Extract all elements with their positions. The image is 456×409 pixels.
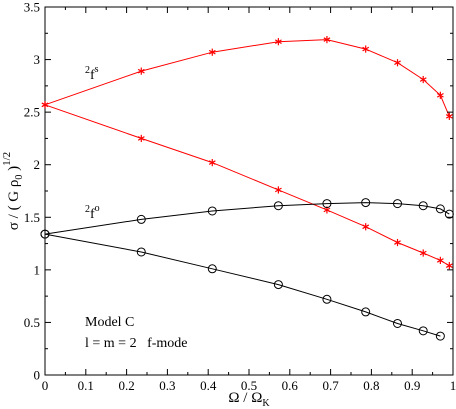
y-tick-label: 0: [34, 368, 41, 383]
data-point: [362, 223, 370, 231]
data-point: [207, 264, 217, 274]
y-tick-label: 1.5: [24, 210, 40, 225]
data-point: [322, 199, 332, 209]
data-point: [207, 206, 217, 216]
annotation-model: Model C: [85, 315, 134, 330]
data-point: [323, 35, 331, 44]
y-tick-label: 3.5: [24, 0, 40, 15]
x-tick-label: 0.5: [241, 378, 257, 393]
data-point: [394, 59, 401, 67]
data-point: [436, 256, 444, 264]
data-point: [137, 67, 145, 75]
data-point: [435, 331, 445, 341]
x-tick-label: 1: [450, 378, 456, 393]
x-tick-label: 0.1: [78, 378, 94, 393]
data-point: [418, 326, 428, 336]
data-point: [273, 280, 283, 290]
series-layer: [40, 35, 454, 341]
annotation-fo-label: 2fo: [85, 203, 100, 222]
y-tick-label: 1: [34, 262, 41, 277]
x-tick-label: 0.9: [404, 378, 420, 393]
series-line: [44, 233, 441, 337]
data-point: [208, 159, 216, 167]
x-tick-label: 0.7: [322, 378, 339, 393]
series-line: [44, 202, 450, 235]
x-tick-label: 0.2: [118, 378, 134, 393]
data-point: [40, 229, 50, 239]
y-tick-label: 3: [34, 52, 41, 67]
data-point: [137, 134, 145, 143]
data-point: [445, 112, 453, 120]
tick-layer: 0 0.1 0.2 0.3 0.4 0.5 0.6 0.7 0.8 0.9 1 0 0.5 1 1.5 2 2.…: [24, 0, 456, 393]
x-axis-title: Ω / ΩK: [228, 390, 270, 409]
data-point: [393, 318, 403, 328]
data-point: [361, 307, 371, 317]
data-point: [419, 249, 427, 257]
x-tick-label: 0.4: [200, 378, 217, 393]
data-point: [362, 45, 370, 53]
y-tick-label: 0.5: [24, 315, 40, 330]
x-tick-label: 0.8: [363, 378, 379, 393]
x-tick-label: 0.6: [282, 378, 299, 393]
series-line: [44, 39, 450, 117]
y-axis-title: σ / ( G ρ0 )1/2: [1, 152, 25, 230]
data-point: [418, 201, 428, 211]
data-point: [322, 294, 332, 304]
data-point: [393, 199, 403, 209]
y-tick-label: 2.5: [24, 105, 40, 120]
series-1: [41, 35, 453, 120]
data-point: [435, 204, 445, 214]
data-point: [444, 209, 454, 219]
data-point: [208, 48, 216, 56]
annotation-fs-label: 2fs: [85, 64, 99, 83]
series-line: [44, 104, 450, 267]
data-point: [394, 238, 401, 247]
data-point: [136, 214, 146, 224]
data-point: [274, 186, 282, 194]
data-point: [445, 262, 453, 270]
series-4: [40, 229, 445, 341]
data-point: [136, 247, 146, 257]
x-tick-label: 0.3: [159, 378, 175, 393]
annotation-mode-desc: l = m = 2 f-mode: [85, 336, 188, 351]
series-2: [41, 101, 453, 270]
data-point: [361, 198, 371, 208]
series-3: [40, 198, 454, 239]
data-point: [273, 201, 283, 211]
data-point: [41, 101, 49, 109]
data-point: [436, 91, 444, 99]
data-point: [419, 75, 427, 84]
data-point: [274, 38, 282, 46]
y-tick-label: 2: [34, 157, 41, 172]
x-tick-label: 0: [42, 378, 49, 393]
